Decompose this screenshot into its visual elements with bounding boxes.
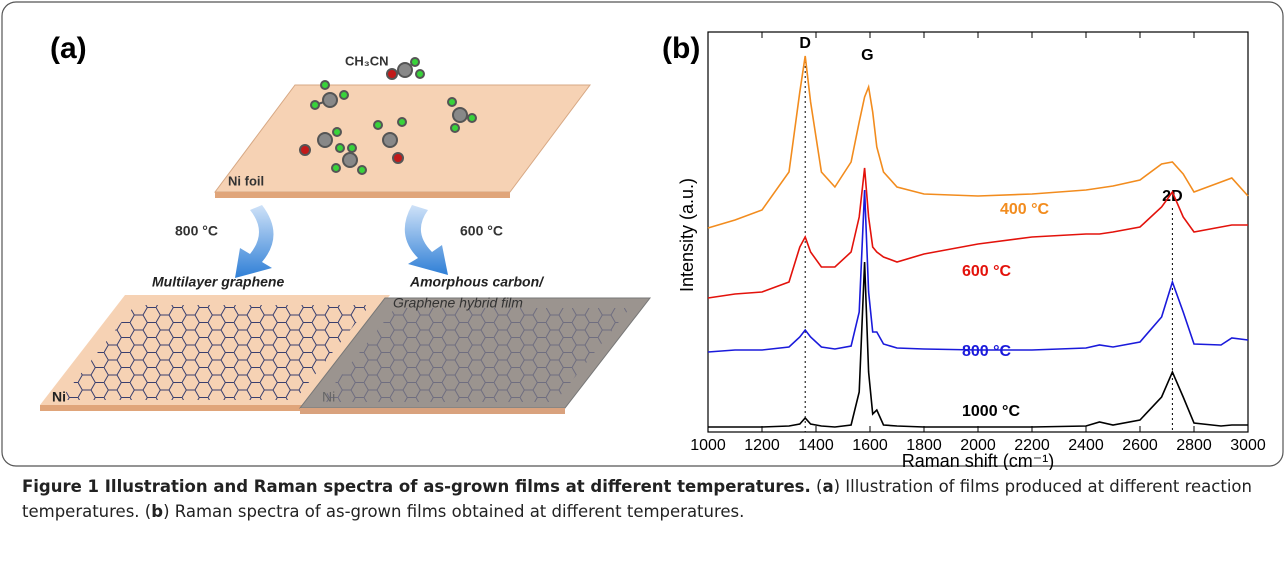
film-label: Graphene hybrid film	[393, 295, 523, 311]
plate-edge	[300, 408, 565, 414]
plate-label: Ni foil	[228, 173, 264, 188]
caption-text: a	[822, 477, 834, 496]
x-axis-title: Raman shift (cm⁻¹)	[902, 451, 1055, 470]
caption-text: ) Raman spectra of as-grown films obtain…	[163, 502, 745, 521]
x-tick-label: 2200	[1014, 437, 1050, 454]
temp-label: 600 °C	[460, 223, 503, 239]
plate	[214, 84, 591, 193]
plot-frame	[707, 31, 1249, 433]
series-label: 400 °C	[1000, 201, 1050, 218]
arrow	[404, 205, 448, 275]
figure: (a) CH₃CN Ni foil 800 °C 600 °C Multilay…	[1, 1, 1284, 470]
film-label: Multilayer graphene	[152, 274, 284, 290]
panel-label: (a)	[50, 32, 87, 65]
film-label: Amorphous carbon/	[409, 274, 545, 290]
x-tick-label: 1400	[798, 437, 834, 454]
substrate-label: Ni	[52, 389, 66, 405]
spectrum	[707, 189, 1249, 353]
caption-text: (	[810, 477, 823, 496]
peak-label: 2D	[1162, 188, 1182, 205]
x-tick-label: 2600	[1122, 437, 1158, 454]
x-tick-label: 2800	[1176, 437, 1212, 454]
spectrum	[707, 167, 1248, 299]
molecules	[299, 57, 477, 175]
plate-edge	[215, 192, 510, 198]
y-axis-title: Intensity (a.u.)	[677, 178, 697, 292]
peak-label: G	[861, 47, 873, 64]
spectrum	[707, 55, 1249, 229]
x-tick-label: 1800	[906, 437, 942, 454]
hybrid-film	[320, 308, 630, 402]
molecule-label: CH₃CN	[345, 53, 389, 68]
substrate-label: Ni	[322, 389, 335, 405]
graphene	[60, 305, 370, 400]
series-label: 600 °C	[962, 263, 1012, 280]
spectrum	[708, 261, 1248, 428]
panel-label: (b)	[662, 32, 700, 65]
x-tick-label: 2000	[960, 437, 996, 454]
caption-text: b	[151, 502, 164, 521]
series-label: 1000 °C	[962, 403, 1020, 420]
caption-text: ) Illustration of films produced at diff…	[22, 477, 1252, 521]
series-label: 800 °C	[962, 343, 1012, 360]
plate-edge	[40, 405, 305, 411]
x-tick-label: 1600	[852, 437, 888, 454]
peak-label: D	[799, 35, 811, 52]
x-tick-label: 2400	[1068, 437, 1104, 454]
frame	[1, 1, 1284, 467]
caption: Figure 1 Illustration and Raman spectra …	[22, 474, 1272, 524]
x-tick-label: 1200	[744, 437, 780, 454]
x-tick-label: 1000	[690, 437, 726, 454]
caption-title: Figure 1 Illustration and Raman spectra …	[22, 477, 811, 496]
temp-label: 800 °C	[175, 223, 218, 239]
arrow	[235, 205, 274, 278]
x-tick-label: 3000	[1230, 437, 1266, 454]
